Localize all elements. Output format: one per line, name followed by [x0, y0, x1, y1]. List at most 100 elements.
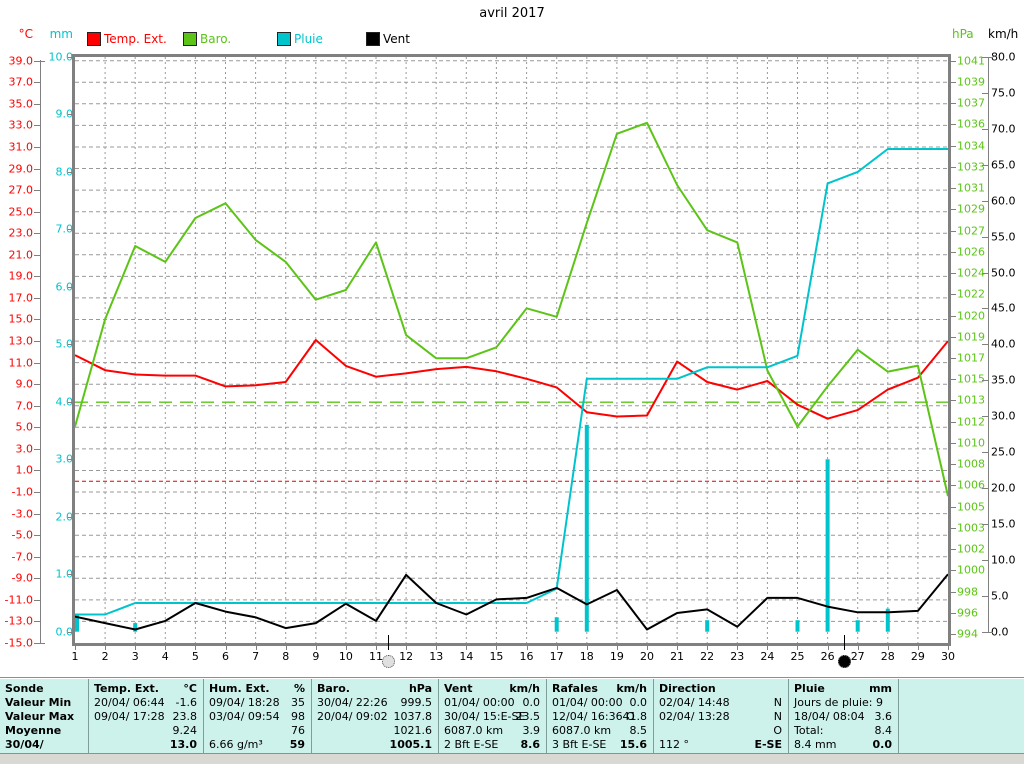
baro-axis-tick	[949, 570, 956, 571]
rain-daily-bar	[795, 620, 800, 632]
rain-axis-tick-label: 9.0	[55, 107, 74, 121]
wind-axis-tick-label: 15.0	[991, 517, 1016, 531]
table-cell-value: 3.6	[874, 710, 893, 723]
temp-axis-tick-label: 31.0	[8, 140, 34, 154]
x-axis-day-tick	[406, 646, 408, 650]
table-cell-value: 13.0	[169, 738, 197, 751]
temp-axis-tick-label: 35.0	[8, 97, 34, 111]
x-axis-day-label: 5	[191, 650, 199, 663]
baro-axis-tick	[949, 273, 956, 274]
x-axis-day-tick	[345, 646, 347, 650]
rain-axis-tick-label: 7.0	[55, 222, 74, 236]
temp-axis-tick-label: 11.0	[8, 356, 34, 370]
x-axis-day-tick	[797, 646, 799, 650]
table-cell-value: N	[773, 696, 782, 709]
table-cell-text: 12/04/ 16:36 O	[552, 710, 635, 723]
wind-axis-tick	[982, 380, 988, 381]
baro-axis-tick-label: 1037	[957, 96, 985, 110]
baro-axis-tick	[949, 82, 956, 83]
table-cell-value: 1021.6	[393, 724, 433, 737]
baro-axis-tick-label: 1019	[957, 330, 985, 344]
wind-series-line	[75, 573, 948, 631]
temp-axis-tick-label: 27.0	[8, 183, 34, 197]
table-cell-text: 2 Bft E-SE	[444, 738, 499, 751]
temp-axis-tick	[34, 578, 41, 579]
temp-axis-tick-label: 1.0	[15, 463, 34, 477]
baro-axis-tick-label: 1003	[957, 521, 985, 535]
rain-axis-tick	[68, 172, 75, 173]
x-axis-day-label: 28	[880, 650, 895, 663]
wind-axis-tick	[982, 308, 988, 309]
table-col-title: Direction	[659, 682, 716, 695]
temp-axis-tick-label: -5.0	[11, 528, 33, 542]
temp-axis-tick-label: -11.0	[4, 593, 33, 607]
wind-axis-cap	[984, 57, 993, 58]
temp-axis-tick-label: 37.0	[8, 75, 34, 89]
plot-area	[72, 54, 951, 646]
wind-axis-tick-label: 45.0	[991, 301, 1016, 315]
table-cell-text: 20/04/ 09:02	[317, 710, 388, 723]
table-cell-text: 6087.0 km	[444, 724, 504, 737]
rain-daily-bar	[75, 614, 79, 632]
baro-axis-tick-label: 1022	[957, 287, 985, 301]
table-col-unit: km/h	[509, 682, 540, 695]
x-axis-day-label: 19	[609, 650, 624, 663]
table-cell-value: 0.0	[522, 696, 541, 709]
x-axis-day-tick	[75, 646, 76, 650]
baro-axis-tick-label: 1039	[957, 75, 985, 89]
wind-axis-tick-label: 5.0	[991, 589, 1009, 603]
table-cell-value: 9.24	[172, 724, 198, 737]
temp-axis-tick	[34, 427, 41, 428]
wind-axis-tick-label: 25.0	[991, 445, 1016, 459]
baro-axis-tick-label: 1026	[957, 245, 985, 259]
x-axis-day-label: 11	[369, 650, 384, 663]
wind-axis-tick-label: 50.0	[991, 266, 1016, 280]
x-axis-day-label: 12	[399, 650, 414, 663]
table-col-title: Vent	[444, 682, 473, 695]
baro-axis-tick	[949, 528, 956, 529]
table-cell-value: N	[773, 710, 782, 723]
table-cell-value: 0.0	[872, 738, 893, 751]
table-cell-value: 23.5	[515, 710, 541, 723]
x-axis-day-tick	[857, 646, 859, 650]
wind-axis-cap	[984, 631, 993, 633]
table-row-label: Sonde	[5, 682, 44, 695]
baro-axis-tick	[949, 103, 956, 104]
x-axis-day-label: 25	[790, 650, 805, 663]
table-cell-text: 6087.0 km	[552, 724, 612, 737]
window-bottom-divider	[0, 753, 1024, 754]
x-axis-day-tick	[255, 646, 257, 650]
table-cell-text: 3 Bft E-SE	[552, 738, 607, 751]
rain-axis-tick-label: 10.0	[48, 50, 74, 64]
wind-axis-tick	[982, 488, 988, 489]
x-axis-day-label: 14	[459, 650, 474, 663]
table-cell-value: 8.6	[520, 738, 541, 751]
temp-axis-tick	[34, 169, 41, 170]
x-axis-day-tick	[887, 646, 889, 650]
table-cell-text: Jours de pluie: 9	[794, 696, 883, 709]
new-moon-icon	[837, 655, 851, 668]
rain-axis-tick-label: 6.0	[55, 280, 74, 294]
baro-axis-tick	[949, 400, 956, 401]
rain-daily-bar	[825, 459, 830, 632]
wind-axis-tick-label: 65.0	[991, 158, 1016, 172]
temp-axis-tick	[34, 600, 41, 601]
x-axis-day-tick	[195, 646, 197, 650]
baro-axis-tick-label: 1027	[957, 224, 985, 238]
table-cell-text: Total:	[794, 724, 824, 737]
wind-axis-tick-label: 70.0	[991, 122, 1016, 136]
table-cell-text: 09/04/ 18:28	[209, 696, 280, 709]
x-axis-day-tick	[376, 646, 378, 650]
baro-axis-tick	[949, 316, 956, 317]
baro-axis-tick	[949, 549, 956, 550]
x-axis-day-tick	[496, 646, 498, 650]
temp-series-line	[75, 339, 948, 420]
table-col-unit: °C	[183, 682, 197, 695]
rain-axis-tick	[68, 632, 75, 633]
temp-axis-tick-label: -1.0	[11, 485, 33, 499]
table-cell-text: 20/04/ 06:44	[94, 696, 165, 709]
wind-axis-tick-label: 0.0	[991, 625, 1009, 639]
legend-label: Pluie	[294, 32, 323, 46]
moon-axis-tick	[844, 635, 846, 650]
x-axis-day-tick	[677, 646, 679, 650]
